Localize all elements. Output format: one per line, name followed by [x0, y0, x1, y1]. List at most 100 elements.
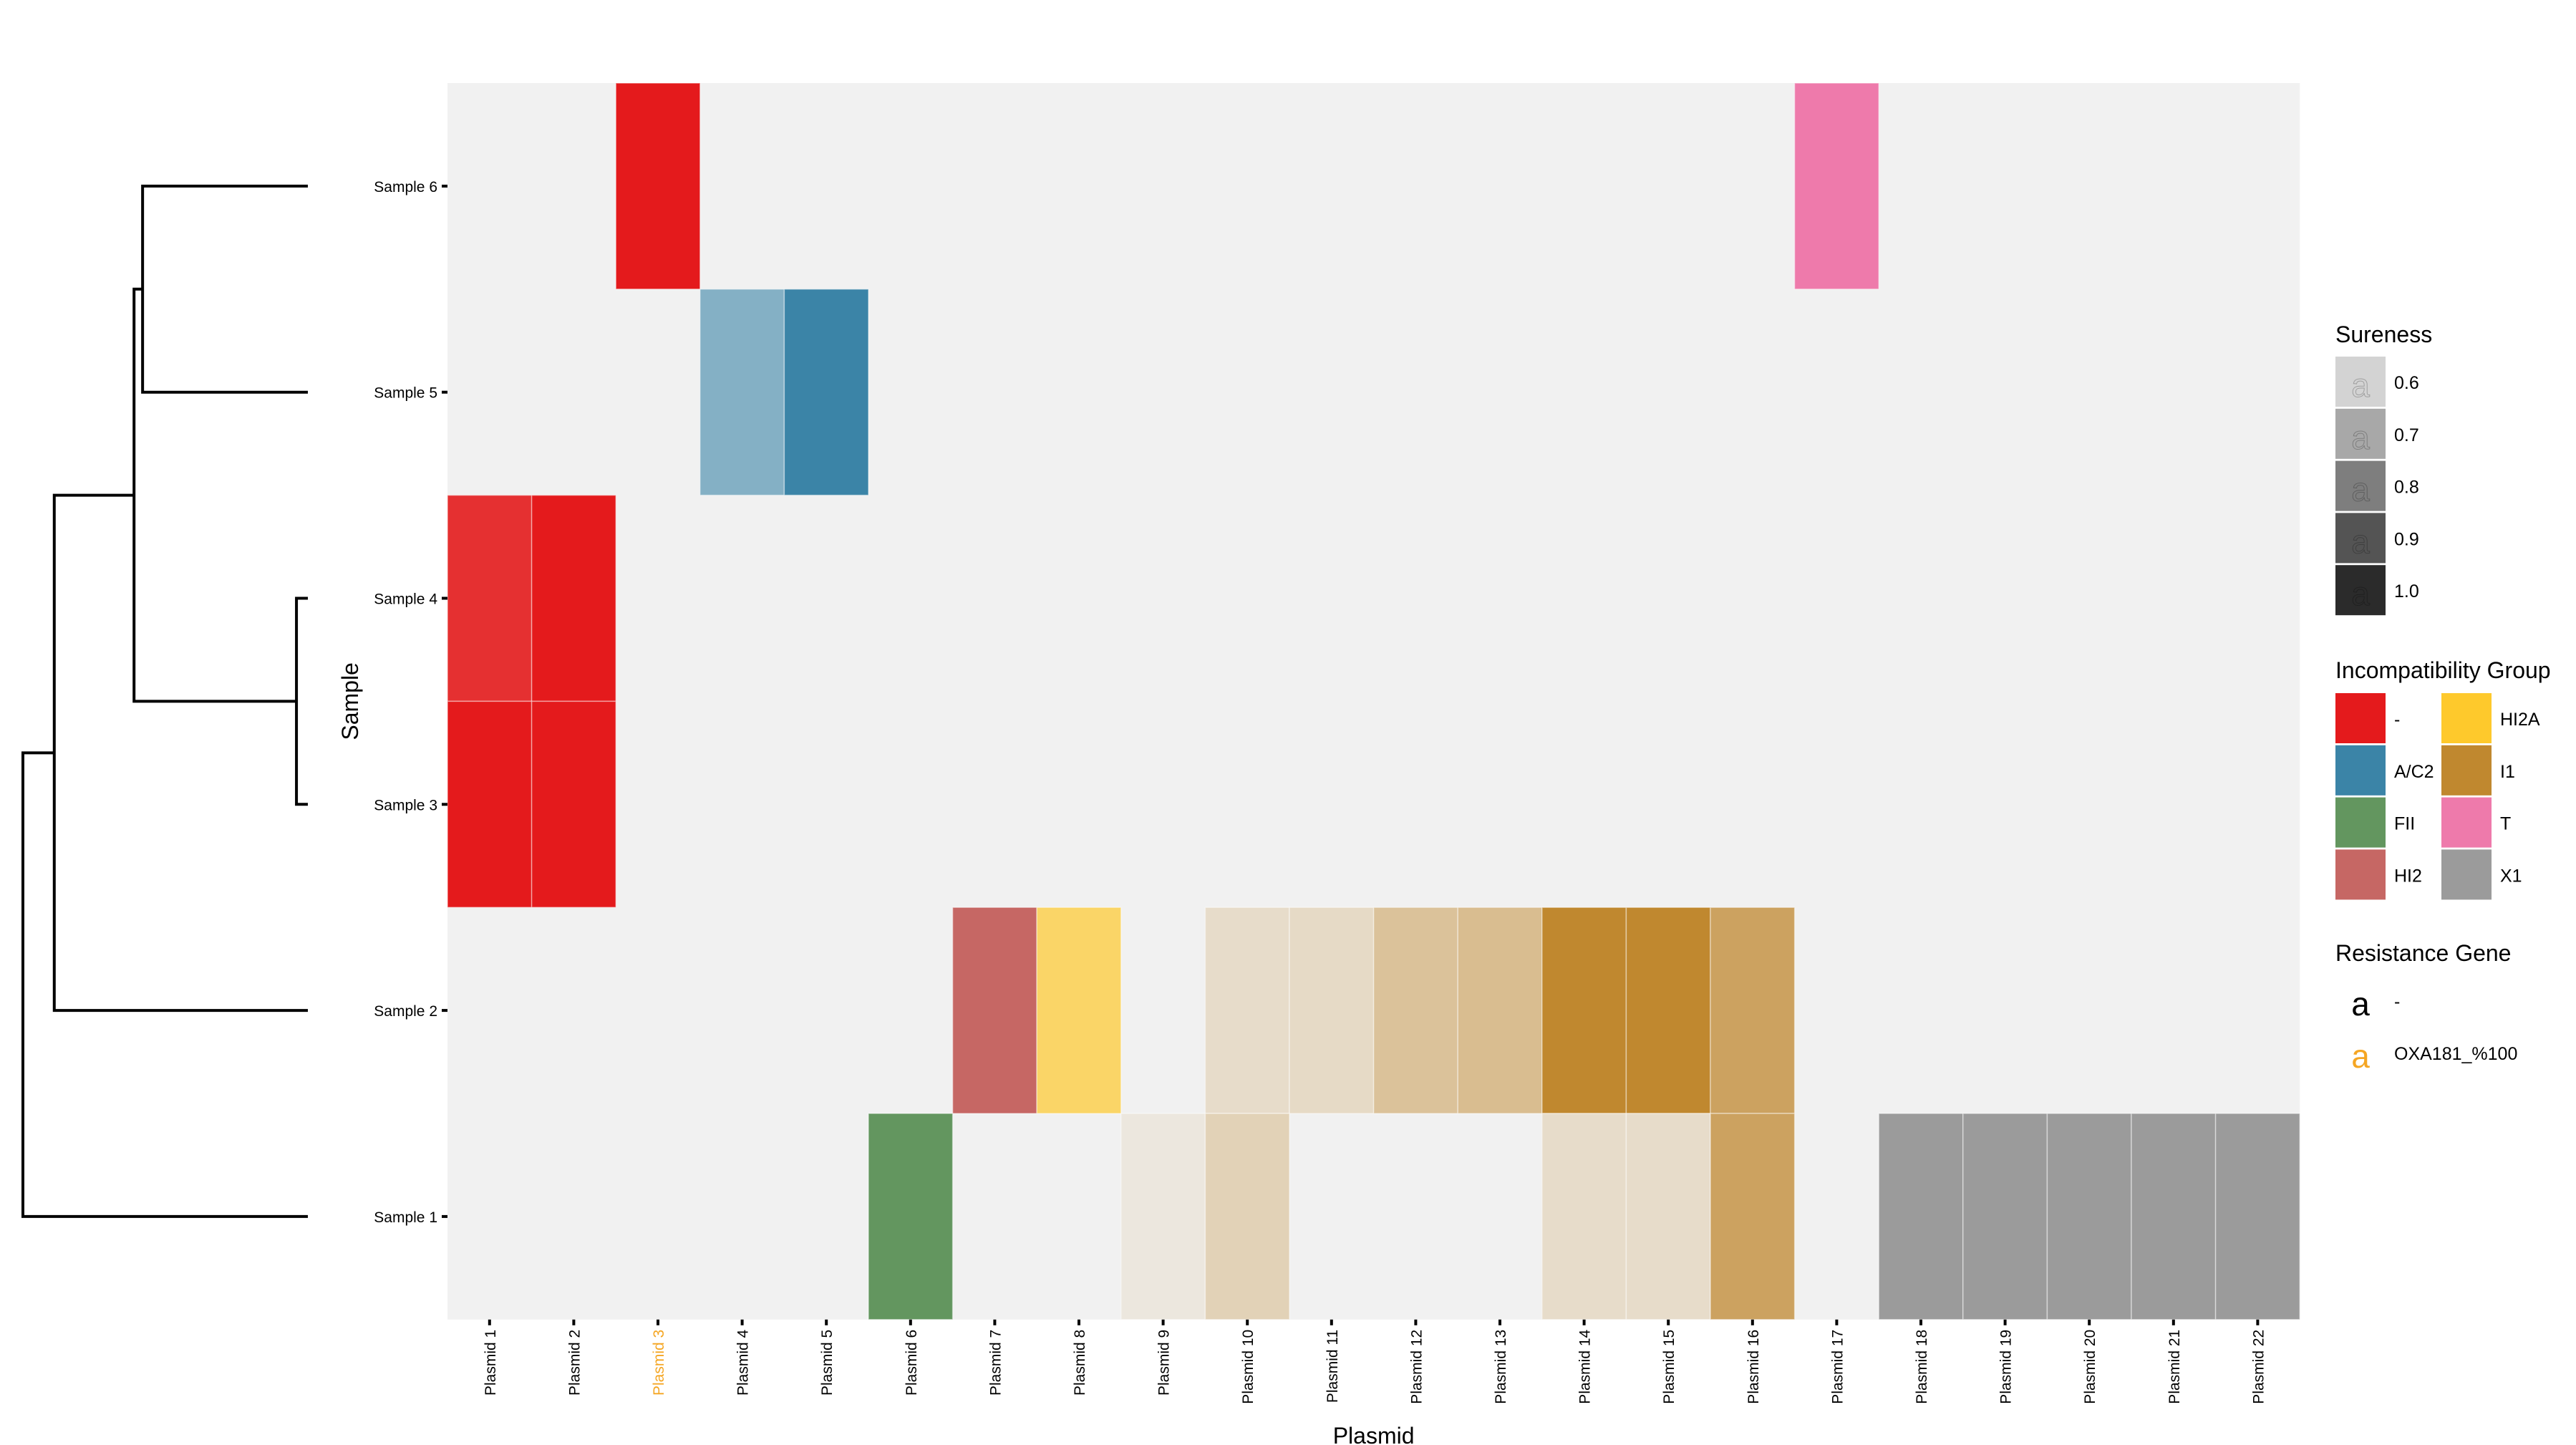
legend-incompatibility-label-hi2: HI2 [2394, 866, 2422, 886]
legend-incompatibility-label-i1: I1 [2500, 762, 2515, 782]
y-tick-label-sample-4: Sample 4 [374, 591, 437, 608]
legend-resistance-gene: Resistance Gene a - a OXA181_%100 [2335, 940, 2517, 1075]
x-tick-label-plasmid-15: Plasmid 15 [1661, 1330, 1677, 1404]
dendrogram-branch-3 [132, 287, 297, 703]
x-tick-label-plasmid-1: Plasmid 1 [483, 1330, 499, 1396]
x-tick-label-plasmid-19: Plasmid 19 [1998, 1330, 2015, 1404]
cell-sample-5-plasmid-5 [783, 289, 869, 496]
cell-sample-1-plasmid-22 [2214, 1113, 2300, 1320]
x-tick-label-plasmid-20: Plasmid 20 [2082, 1330, 2098, 1404]
legend-sureness-label-2: 0.7 [2394, 425, 2419, 445]
cell-sample-4-plasmid-1 [447, 494, 533, 702]
dendrogram-branch-2 [141, 184, 308, 394]
x-tick-label-plasmid-11: Plasmid 11 [1325, 1330, 1341, 1403]
x-tick-label-plasmid-8: Plasmid 8 [1072, 1330, 1088, 1396]
cell-sample-2-plasmid-11 [1289, 907, 1375, 1114]
x-tick-label-plasmid-21: Plasmid 21 [2166, 1330, 2183, 1404]
cell-sample-1-plasmid-18 [1878, 1113, 1964, 1320]
x-tick-label-plasmid-9: Plasmid 9 [1156, 1330, 1173, 1396]
legend-incompatibility-key-i1 [2441, 745, 2492, 796]
legend-sureness: Sureness a 0.6 a 0.7 a 0.8 a 0.9 a 1.0 [2335, 322, 2432, 616]
cell-sample-1-plasmid-15 [1625, 1113, 1711, 1320]
legend-resistance-glyph-2: a [2351, 1038, 2370, 1075]
legend-sureness-label-1: 0.6 [2394, 373, 2419, 393]
legend-sureness-label-5: 1.0 [2394, 581, 2419, 601]
legend-incompatibility-key-t [2441, 797, 2492, 848]
legend-incompatibility-label-x1: X1 [2500, 866, 2522, 886]
legend-incompatibility-label-dash: - [2394, 710, 2400, 730]
legend-incompatibility-key-hi2 [2335, 849, 2386, 900]
x-tick-label-plasmid-13: Plasmid 13 [1493, 1330, 1509, 1404]
legend-sureness-label-4: 0.9 [2394, 529, 2419, 549]
cell-sample-2-plasmid-15 [1625, 907, 1711, 1114]
legend-sureness-key-5 [2335, 565, 2386, 616]
legend-resistance-glyph-1: a [2351, 985, 2370, 1023]
cell-sample-5-plasmid-4 [699, 289, 785, 496]
cell-sample-1-plasmid-20 [2046, 1113, 2132, 1320]
y-axis: Sample 6 Sample 5 Sample 4 Sample 3 Sample 2… [374, 179, 447, 1226]
x-tick-label-plasmid-7: Plasmid 7 [987, 1330, 1004, 1396]
x-axis-title: Plasmid [1333, 1423, 1415, 1445]
legend-incompatibility-label-t: T [2500, 814, 2511, 834]
legend-incompatibility-group: Incompatibility Group - A/C2 FII HI2 HI2A I1 T X… [2335, 657, 2551, 900]
x-tick-label-plasmid-2: Plasmid 2 [566, 1330, 583, 1396]
cell-sample-1-plasmid-6 [868, 1113, 954, 1320]
dendrogram-branch-4 [52, 493, 308, 1013]
legend-sureness-title: Sureness [2335, 322, 2432, 347]
x-tick-label-plasmid-18: Plasmid 18 [1914, 1330, 1930, 1404]
cell-sample-1-plasmid-16 [1710, 1113, 1796, 1320]
x-tick-label-plasmid-3: Plasmid 3 [651, 1330, 667, 1396]
legend-sureness-label-3: 0.8 [2394, 478, 2419, 498]
heatmap-cells [447, 82, 2300, 1320]
cell-sample-1-plasmid-10 [1204, 1113, 1290, 1320]
cell-sample-3-plasmid-1 [447, 700, 533, 908]
x-tick-label-plasmid-22: Plasmid 22 [2250, 1330, 2267, 1404]
cell-sample-2-plasmid-10 [1204, 907, 1290, 1114]
x-tick-label-plasmid-16: Plasmid 16 [1745, 1330, 1762, 1404]
x-tick-label-plasmid-4: Plasmid 4 [735, 1329, 752, 1396]
x-tick-label-plasmid-12: Plasmid 12 [1408, 1330, 1425, 1404]
legend-incompatibility-label-hi2a: HI2A [2500, 710, 2540, 730]
legend-sureness-glyph-4: a [2351, 523, 2370, 560]
y-tick-label-sample-3: Sample 3 [374, 797, 437, 813]
legend-sureness-key-4 [2335, 513, 2386, 564]
legend-sureness-glyph-1: a [2351, 367, 2370, 404]
y-tick-label-sample-2: Sample 2 [374, 1003, 437, 1020]
legend-sureness-key-3 [2335, 460, 2386, 511]
legend-sureness-glyph-3: a [2351, 471, 2370, 508]
cell-sample-6-plasmid-17 [1793, 82, 1879, 290]
legend-sureness-glyph-5: a [2351, 575, 2370, 612]
y-tick-label-sample-5: Sample 5 [374, 385, 437, 402]
x-tick-label-plasmid-6: Plasmid 6 [904, 1330, 920, 1396]
cell-sample-2-plasmid-8 [1036, 907, 1122, 1114]
legend-incompatibility-key-dash [2335, 693, 2386, 743]
legend-incompatibility-key-a-c2 [2335, 745, 2386, 796]
x-tick-label-plasmid-5: Plasmid 5 [819, 1330, 836, 1396]
legend-incompatibility-key-x1 [2441, 849, 2492, 900]
legend-incompatibility-label-fii: FII [2394, 814, 2415, 834]
legend-incompatibility-label-a-c2: A/C2 [2394, 762, 2434, 782]
legend-resistance-label-2: OXA181_%100 [2394, 1044, 2517, 1064]
cell-sample-2-plasmid-7 [952, 907, 1037, 1114]
cell-sample-1-plasmid-9 [1120, 1113, 1206, 1320]
legend-sureness-key-1 [2335, 357, 2386, 407]
x-axis: Plasmid 1 Plasmid 2 Plasmid 3 Plasmid 4 Plas… [483, 1319, 2267, 1404]
x-tick-label-plasmid-14: Plasmid 14 [1577, 1329, 1594, 1403]
cell-sample-1-plasmid-14 [1541, 1113, 1627, 1320]
legend-sureness-key-2 [2335, 408, 2386, 459]
x-tick-label-plasmid-10: Plasmid 10 [1240, 1330, 1256, 1404]
cell-sample-6-plasmid-3 [615, 82, 701, 290]
y-tick-label-sample-1: Sample 1 [374, 1209, 437, 1226]
dendrogram [21, 184, 308, 1218]
x-tick-label-plasmid-17: Plasmid 17 [1829, 1330, 1846, 1404]
legend-incompatibility-key-hi2a [2441, 693, 2492, 743]
cell-sample-4-plasmid-2 [531, 494, 616, 702]
cell-sample-2-plasmid-12 [1372, 907, 1458, 1114]
cell-sample-2-plasmid-13 [1457, 907, 1543, 1114]
y-tick-label-sample-6: Sample 6 [374, 179, 437, 195]
legend-sureness-glyph-2: a [2351, 419, 2370, 456]
cell-sample-2-plasmid-16 [1710, 907, 1796, 1114]
legend-resistance-title: Resistance Gene [2335, 940, 2511, 966]
legend-resistance-label-1: - [2394, 992, 2400, 1012]
